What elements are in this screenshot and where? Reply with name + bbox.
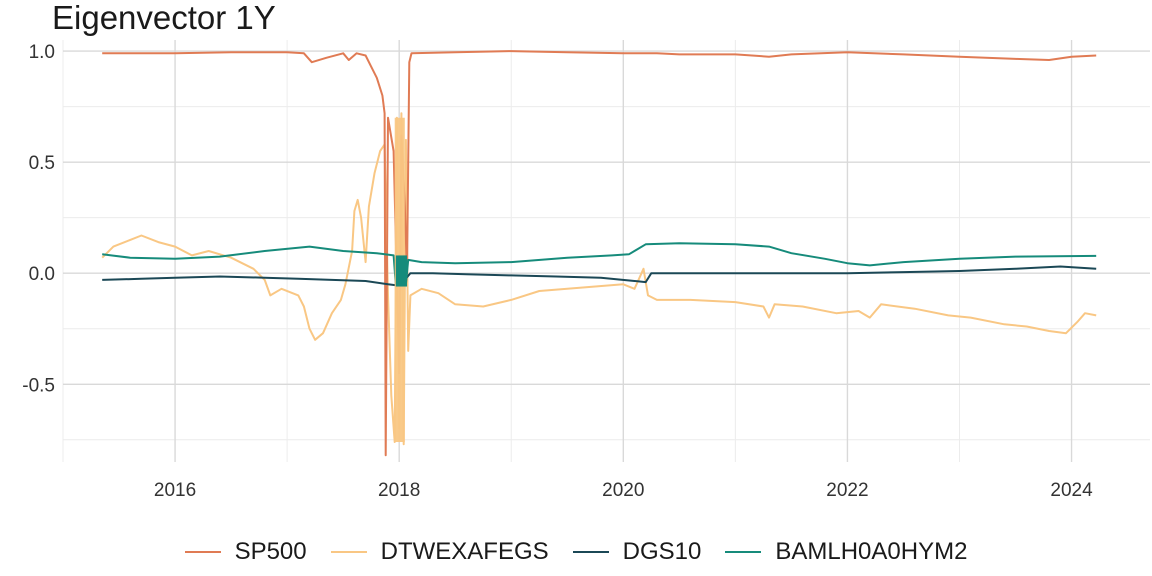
legend-key: [725, 551, 762, 553]
series-line-bamlh0a0hym2: [102, 242, 1097, 286]
y-tick-label: 0.5: [29, 153, 55, 174]
legend-key: [184, 551, 221, 553]
series-line-dtwexafegs: [101, 112, 1097, 446]
x-tick-label: 2018: [378, 480, 420, 501]
series-line-dgs10: [102, 265, 1097, 287]
legend-label: DGS10: [622, 538, 702, 565]
legend-item: BAMLH0A0HYM2: [725, 538, 967, 566]
legend-label: SP500: [234, 538, 307, 565]
series-band-bamlh0a0hym2: [395, 255, 408, 287]
legend-item: DTWEXAFEGS: [330, 538, 549, 566]
series-layer: [101, 50, 1097, 457]
minor-grid: [62, 40, 1150, 462]
legend-label: DTWEXAFEGS: [380, 538, 549, 565]
x-tick-label: 2020: [602, 480, 644, 501]
legend-label: BAMLH0A0HYM2: [775, 538, 968, 565]
major-grid: [63, 40, 1150, 462]
x-tick-label: 2016: [154, 480, 196, 501]
legend-item: SP500: [184, 538, 307, 566]
x-tick-label: 2022: [826, 480, 868, 501]
x-axis-labels: 2016 2018 2020 2022 2024: [154, 480, 1093, 501]
y-tick-label: 0.0: [29, 264, 55, 285]
legend: SP500 DTWEXAFEGS DGS10 BAMLH0A0HYM2: [0, 532, 1152, 572]
y-tick-label: 1.0: [29, 42, 55, 63]
x-tick-label: 2024: [1050, 480, 1093, 501]
y-axis-labels: 1.0 0.5 0.0 -0.5: [22, 42, 55, 396]
legend-key: [330, 551, 367, 553]
chart-title: Eigenvector 1Y: [52, 0, 276, 36]
y-tick-label: -0.5: [22, 375, 55, 396]
line-chart: 1.0 0.5 0.0 -0.5 2016 2018 2020 2022 2024: [22, 40, 1150, 501]
legend-key: [572, 551, 609, 553]
legend-item: DGS10: [572, 538, 702, 566]
